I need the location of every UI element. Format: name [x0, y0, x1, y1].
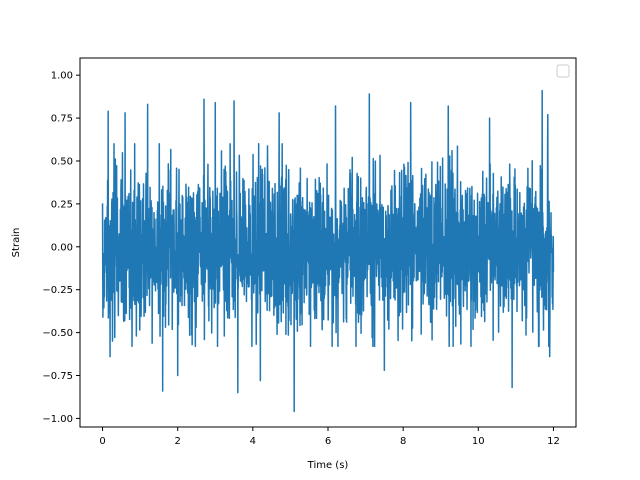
x-tick-label: 6: [325, 436, 331, 447]
series-layer: [101, 89, 555, 413]
y-tick-label: 0.25: [51, 199, 73, 210]
strain-series-line: [101, 89, 555, 413]
y-tick-label: 1.00: [51, 71, 73, 82]
y-tick-label: 0.50: [51, 156, 73, 167]
y-tick-label: −0.50: [42, 328, 73, 339]
x-tick-label: 8: [400, 436, 406, 447]
y-tick-label: 0.00: [51, 242, 73, 253]
x-tick-label: 2: [175, 436, 181, 447]
y-tick-label: −0.75: [42, 371, 73, 382]
legend-box: [556, 64, 570, 78]
y-tick-label: 0.75: [51, 114, 73, 125]
x-axis-label: Time (s): [307, 460, 349, 471]
x-tick-label: 12: [547, 436, 560, 447]
y-axis-label: Strain: [11, 228, 22, 258]
y-axis: −1.00 −0.75 −0.50 −0.25 0.00 0.25 0.50 0.75 1.00: [42, 71, 80, 425]
x-tick-label: 10: [472, 436, 485, 447]
x-tick-label: 0: [99, 436, 105, 447]
y-tick-label: −0.25: [42, 285, 73, 296]
x-axis: 0 2 4 6 8 10 12: [99, 427, 560, 447]
x-tick-label: 4: [250, 436, 256, 447]
y-tick-label: −1.00: [42, 414, 73, 425]
